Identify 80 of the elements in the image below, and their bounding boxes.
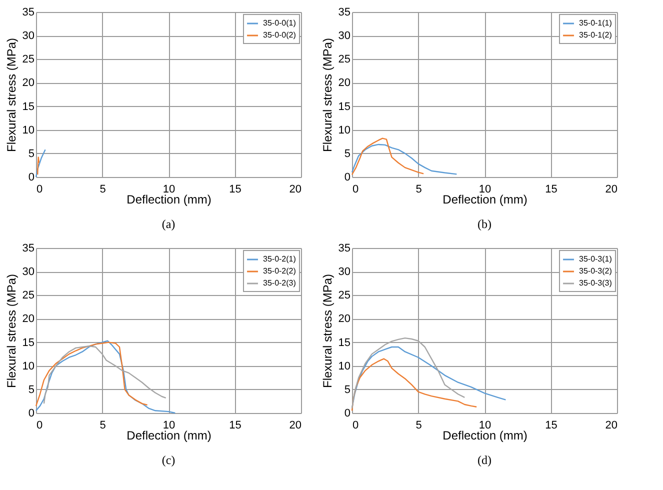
y-tick-label: 0: [344, 172, 350, 184]
y-axis-title: Flexural stress (MPa): [4, 274, 18, 388]
y-tick-label: 10: [338, 360, 350, 372]
x-tick-label: 10: [162, 184, 176, 196]
y-tick-label: 5: [28, 148, 34, 160]
y-tick-label: 20: [338, 313, 350, 326]
x-tick-label: 20: [289, 184, 302, 196]
legend-label: 35-0-3(2): [579, 266, 612, 276]
x-tick-label: 0: [36, 420, 43, 432]
y-axis-title: Flexural stress (MPa): [4, 38, 18, 152]
x-axis-title: Deflection (mm): [126, 192, 212, 206]
x-tick-label: 20: [605, 420, 618, 432]
y-tick-label: 25: [22, 290, 34, 302]
y-tick-label: 5: [344, 384, 350, 396]
y-tick-label: 30: [338, 266, 350, 278]
y-tick-label: 10: [22, 360, 34, 372]
y-tick-label: 25: [22, 54, 34, 66]
y-tick-label: 35: [338, 6, 350, 18]
line-series: [35, 340, 176, 414]
legend-label: 35-0-3(1): [579, 254, 612, 264]
y-tick-label: 20: [22, 313, 34, 326]
y-tick-label: 10: [22, 124, 34, 136]
text: (b): [478, 217, 492, 231]
y-tick-label: 15: [22, 336, 34, 349]
legend-label: 35-0-2(1): [263, 254, 296, 264]
y-tick-label: 15: [338, 336, 350, 349]
x-tick-label: 5: [416, 420, 422, 432]
y-tick-label: 20: [22, 77, 34, 90]
y-tick-label: 0: [28, 408, 34, 420]
x-axis-title: Deflection (mm): [126, 428, 212, 442]
y-tick-label: 30: [22, 266, 34, 278]
x-axis-title: Deflection (mm): [442, 192, 528, 206]
y-tick-label: 35: [22, 6, 34, 18]
y-tick-label: 10: [338, 124, 350, 136]
x-tick-label: 20: [605, 184, 618, 196]
y-tick-label: 5: [28, 384, 34, 396]
x-tick-label: 10: [478, 184, 492, 196]
y-tick-label: 15: [338, 100, 350, 113]
y-tick-label: 25: [338, 290, 350, 302]
legend-label: 35-0-2(2): [263, 266, 296, 276]
x-tick-label: 15: [229, 184, 242, 196]
y-tick-label: 0: [344, 408, 350, 420]
x-tick-label: 5: [416, 184, 422, 196]
legend-label: 35-0-3(3): [579, 278, 612, 288]
line-series: [351, 144, 458, 175]
x-axis-title: Deflection (mm): [442, 428, 528, 442]
line-series: [351, 358, 478, 412]
x-tick-label: 15: [545, 184, 558, 196]
y-tick-label: 35: [338, 242, 350, 254]
y-tick-label: 30: [338, 30, 350, 42]
text: (a): [162, 217, 176, 231]
line-series: [35, 342, 148, 407]
line-series: [351, 138, 424, 176]
legend-label: 35-0-2(3): [263, 278, 296, 288]
x-tick-label: 0: [352, 420, 359, 432]
x-tick-label: 0: [36, 184, 43, 196]
text: (d): [478, 453, 492, 467]
y-tick-label: 0: [28, 172, 34, 184]
x-tick-label: 5: [100, 184, 106, 196]
x-tick-label: 0: [352, 184, 359, 196]
legend-label: 35-0-1(1): [579, 18, 612, 28]
y-tick-label: 25: [338, 54, 350, 66]
x-tick-label: 5: [100, 420, 106, 432]
y-tick-label: 5: [344, 148, 350, 160]
legend-label: 35-0-1(2): [579, 30, 612, 40]
y-axis-title: Flexural stress (MPa): [320, 274, 334, 388]
y-tick-label: 35: [22, 242, 34, 254]
y-tick-label: 20: [338, 77, 350, 90]
x-tick-label: 10: [478, 420, 492, 432]
x-tick-label: 20: [289, 420, 302, 432]
line-series: [35, 149, 46, 178]
x-tick-label: 15: [545, 420, 558, 432]
y-tick-label: 15: [22, 100, 34, 113]
x-tick-label: 10: [162, 420, 176, 432]
text: (c): [162, 453, 176, 467]
legend-label: 35-0-0(1): [263, 18, 296, 28]
x-tick-label: 15: [229, 420, 242, 432]
legend-label: 35-0-0(2): [263, 30, 296, 40]
y-axis-title: Flexural stress (MPa): [320, 38, 334, 152]
y-tick-label: 30: [22, 30, 34, 42]
